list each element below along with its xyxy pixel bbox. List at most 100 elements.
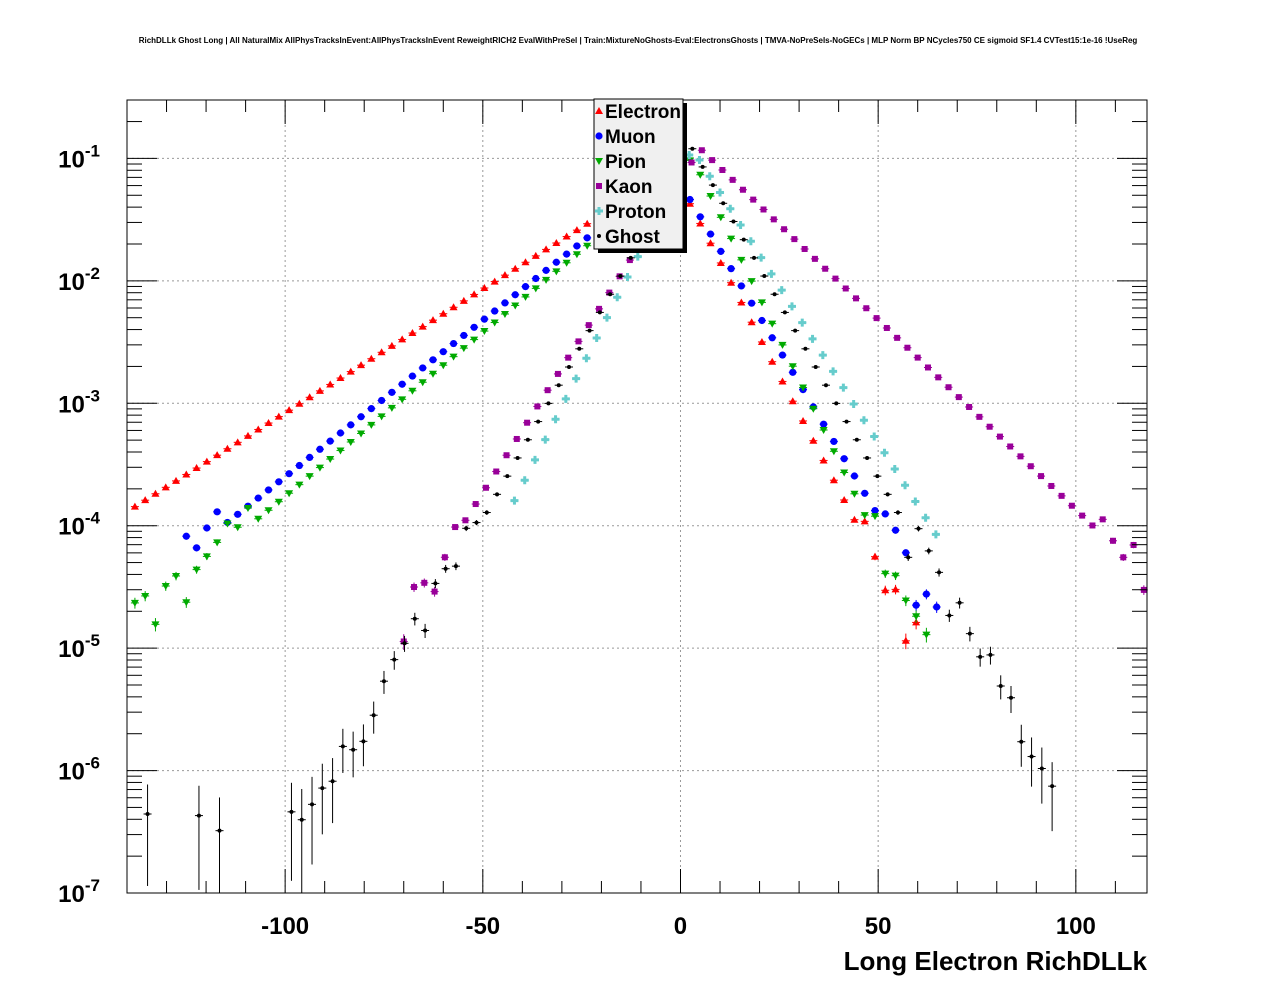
data-point xyxy=(901,636,910,644)
legend-item: Proton xyxy=(595,202,666,223)
data-point xyxy=(531,455,539,464)
data-point xyxy=(798,318,807,327)
data-point xyxy=(595,207,603,215)
data-point xyxy=(739,186,746,193)
data-point xyxy=(803,346,808,351)
data-point xyxy=(295,399,304,407)
legend-label: Kaon xyxy=(605,177,653,198)
legend-item: Muon xyxy=(595,127,656,148)
data-point xyxy=(443,566,448,571)
data-point xyxy=(585,322,592,329)
data-point xyxy=(459,345,468,353)
data-point xyxy=(988,652,993,657)
data-point xyxy=(696,213,704,221)
data-point xyxy=(565,354,572,361)
data-point xyxy=(914,354,921,361)
data-point xyxy=(361,739,366,744)
data-point xyxy=(757,299,766,307)
data-point xyxy=(243,504,252,512)
data-point xyxy=(161,583,170,591)
data-point xyxy=(901,481,910,490)
data-point xyxy=(1027,463,1034,470)
data-point xyxy=(182,532,190,540)
data-point xyxy=(727,235,736,243)
data-point xyxy=(351,747,356,752)
legend-label: Ghost xyxy=(605,227,661,248)
data-point xyxy=(357,413,365,421)
data-point xyxy=(500,310,509,318)
data-point xyxy=(731,219,736,224)
data-point xyxy=(768,334,776,342)
data-point xyxy=(1038,473,1045,480)
data-point xyxy=(295,461,303,470)
data-point xyxy=(750,196,757,203)
data-point xyxy=(690,146,695,151)
data-point xyxy=(572,251,581,259)
data-point xyxy=(521,293,530,301)
data-point xyxy=(583,219,592,227)
data-point xyxy=(597,310,602,315)
grid xyxy=(127,100,1147,893)
data-point xyxy=(289,809,294,814)
data-point xyxy=(562,232,571,240)
data-point xyxy=(717,247,725,255)
data-point xyxy=(840,455,848,463)
x-tick-label: 50 xyxy=(865,913,892,940)
data-point xyxy=(883,324,890,331)
data-point xyxy=(223,444,232,452)
data-point xyxy=(192,544,201,552)
data-point xyxy=(421,579,428,586)
data-point xyxy=(873,315,880,322)
data-point xyxy=(470,323,478,331)
data-point xyxy=(1068,502,1075,509)
data-point xyxy=(840,469,849,477)
data-point xyxy=(524,419,531,426)
data-point xyxy=(793,328,798,333)
data-point xyxy=(698,147,705,154)
data-point xyxy=(542,266,550,274)
data-point xyxy=(799,416,808,424)
data-point xyxy=(299,817,304,822)
data-point xyxy=(480,283,489,291)
data-point xyxy=(203,524,211,532)
data-point xyxy=(330,779,335,784)
data-point xyxy=(901,597,910,605)
data-point xyxy=(871,513,879,521)
data-point xyxy=(597,234,601,238)
data-point xyxy=(1120,554,1127,561)
data-point xyxy=(823,383,828,388)
x-axis-title: Long Electron RichDLLk xyxy=(844,946,1148,976)
data-point xyxy=(310,802,315,807)
data-point xyxy=(429,356,437,364)
data-point xyxy=(572,374,581,383)
data-point xyxy=(863,305,870,312)
data-point xyxy=(904,344,911,351)
data-point xyxy=(254,515,263,523)
data-point xyxy=(809,405,818,413)
data-point xyxy=(285,490,294,498)
data-point xyxy=(850,472,859,480)
legend-item: Pion xyxy=(595,152,646,173)
data-point xyxy=(411,584,418,591)
data-point xyxy=(1050,784,1055,789)
data-point xyxy=(493,468,500,475)
data-point xyxy=(767,269,776,278)
data-point xyxy=(552,258,560,266)
data-point xyxy=(130,502,139,510)
data-point xyxy=(418,322,427,330)
data-point xyxy=(596,305,603,312)
data-point xyxy=(945,384,952,391)
legend-item: Ghost xyxy=(597,227,661,248)
data-point xyxy=(378,396,386,405)
data-point xyxy=(890,464,899,473)
data-point xyxy=(820,420,828,428)
data-point xyxy=(213,451,222,459)
data-point xyxy=(326,380,335,388)
data-point xyxy=(955,394,962,401)
data-point xyxy=(922,631,931,639)
data-point xyxy=(587,328,592,333)
chart-title: RichDLLk Ghost Long | All NaturalMix All… xyxy=(139,36,1138,45)
data-point xyxy=(347,421,355,429)
data-point xyxy=(243,431,252,439)
data-point xyxy=(853,295,860,302)
